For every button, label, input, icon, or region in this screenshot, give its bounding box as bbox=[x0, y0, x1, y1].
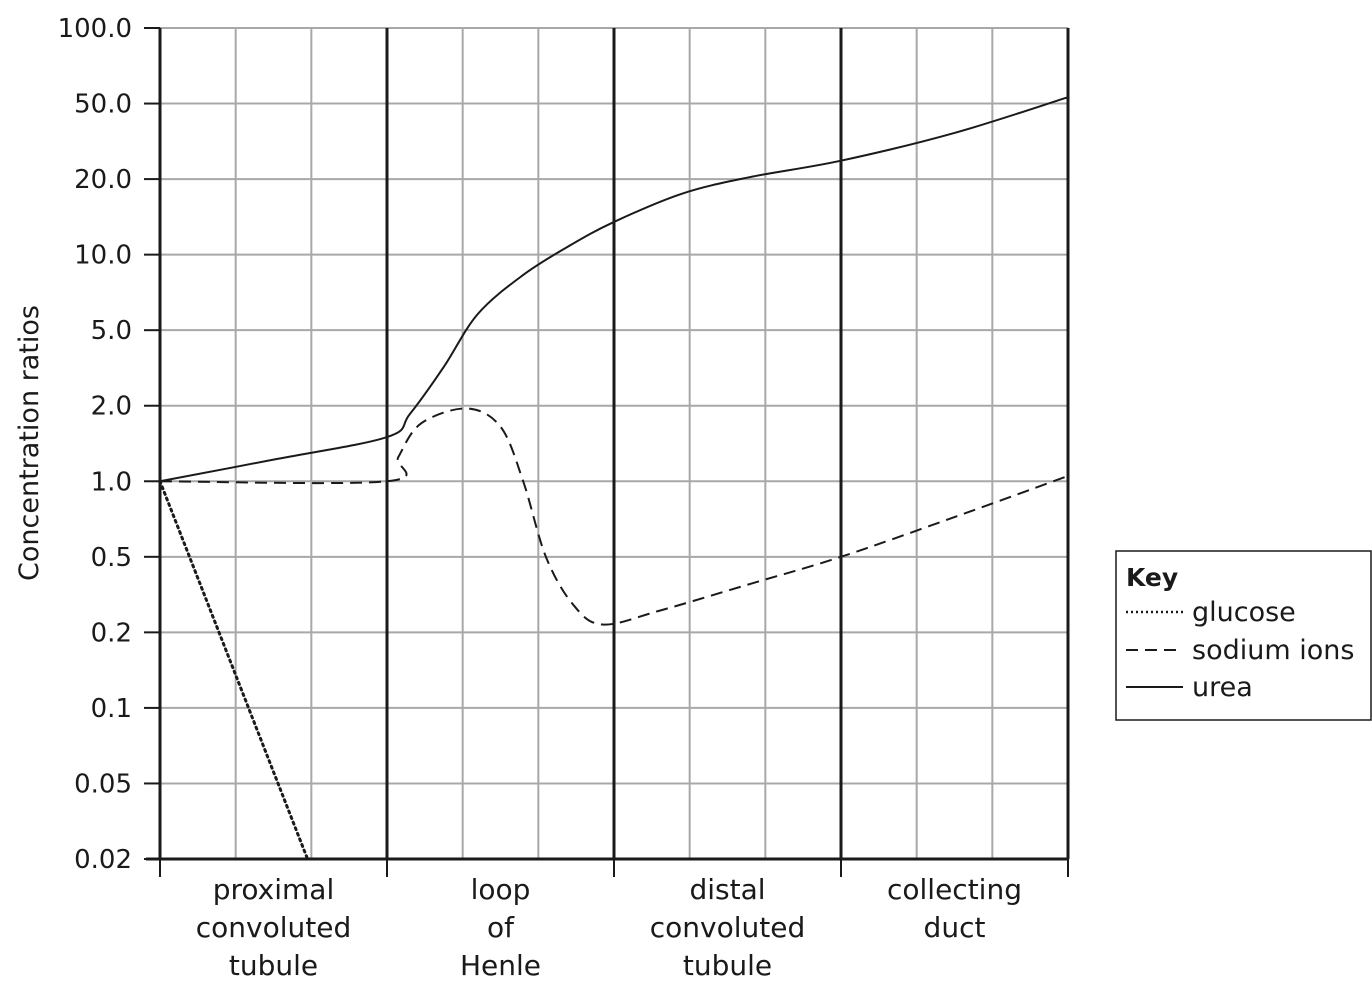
legend-box bbox=[1115, 550, 1372, 721]
y-tick-label: 100.0 bbox=[58, 14, 132, 44]
legend-label-glucose: glucose bbox=[1192, 597, 1296, 628]
region-label: tubule bbox=[229, 949, 318, 982]
y-tick-label: 0.2 bbox=[91, 618, 132, 648]
series-line-glucose bbox=[158, 479, 310, 861]
y-tick-label: 0.5 bbox=[91, 543, 132, 573]
y-tick-label: 0.1 bbox=[91, 694, 132, 724]
region-label: Henle bbox=[460, 949, 541, 982]
region-label: collecting bbox=[887, 873, 1022, 906]
region-label: convoluted bbox=[650, 911, 805, 944]
y-tick-label: 20.0 bbox=[74, 165, 132, 195]
legend-label-urea: urea bbox=[1192, 672, 1253, 703]
region-label: of bbox=[487, 911, 515, 944]
legend: Key glucose sodium ions urea bbox=[1115, 550, 1372, 721]
y-tick-label: 10.0 bbox=[74, 241, 132, 271]
region-label: convoluted bbox=[196, 911, 351, 944]
series-line-sodium bbox=[159, 407, 1069, 626]
legend-label-sodium: sodium ions bbox=[1192, 635, 1354, 666]
y-tick-label: 0.02 bbox=[74, 845, 132, 875]
y-tick-label: 1.0 bbox=[91, 467, 132, 497]
data-series bbox=[158, 96, 1069, 861]
region-label: proximal bbox=[213, 873, 335, 906]
legend-title: Key bbox=[1126, 563, 1178, 592]
y-tick-label: 2.0 bbox=[91, 392, 132, 422]
y-axis-label: Concentration ratios bbox=[14, 305, 45, 581]
y-tick-label: 0.05 bbox=[74, 769, 132, 799]
region-label: tubule bbox=[683, 949, 772, 982]
region-label: distal bbox=[689, 873, 765, 906]
y-tick-labels: 100.0 50.0 20.0 10.0 5.0 2.0 1.0 0.5 0.2 0.1 0.05 0… bbox=[58, 14, 132, 875]
y-tick-label: 50.0 bbox=[74, 90, 132, 120]
region-label: duct bbox=[924, 911, 986, 944]
region-label: loop bbox=[471, 873, 531, 906]
y-tick-label: 5.0 bbox=[91, 316, 132, 346]
series-line-urea bbox=[159, 96, 1069, 483]
axes bbox=[144, 27, 1070, 877]
region-labels: proximal convoluted tubule loop of Henle dista… bbox=[196, 873, 1022, 982]
